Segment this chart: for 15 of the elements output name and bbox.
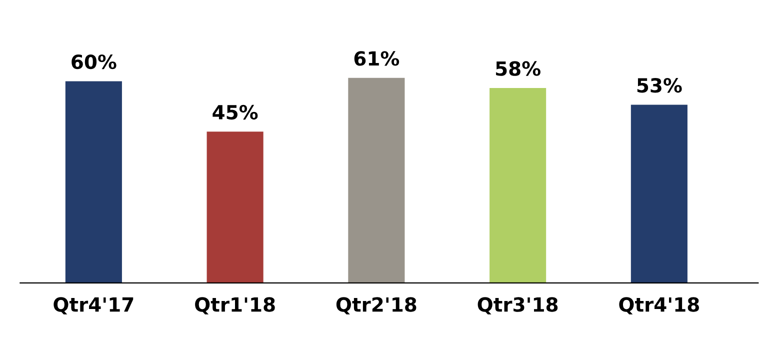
data-label: 58% (496, 61, 540, 76)
data-label: 45% (212, 104, 258, 120)
x-tick-label: Qtr4'17 (54, 297, 134, 314)
data-label: 60% (72, 54, 116, 70)
bar (490, 88, 546, 283)
x-tick-label: Qtr3'18 (478, 297, 558, 314)
x-tick-label: Qtr2'18 (336, 297, 416, 314)
data-label: 61% (354, 51, 400, 66)
x-tick-label: Qtr1'18 (195, 297, 275, 314)
bar (206, 132, 264, 283)
data-label: 53% (637, 78, 682, 93)
x-tick-label: Qtr4'18 (619, 297, 699, 314)
bar (65, 81, 122, 283)
bar (630, 104, 688, 283)
bar (348, 78, 405, 283)
